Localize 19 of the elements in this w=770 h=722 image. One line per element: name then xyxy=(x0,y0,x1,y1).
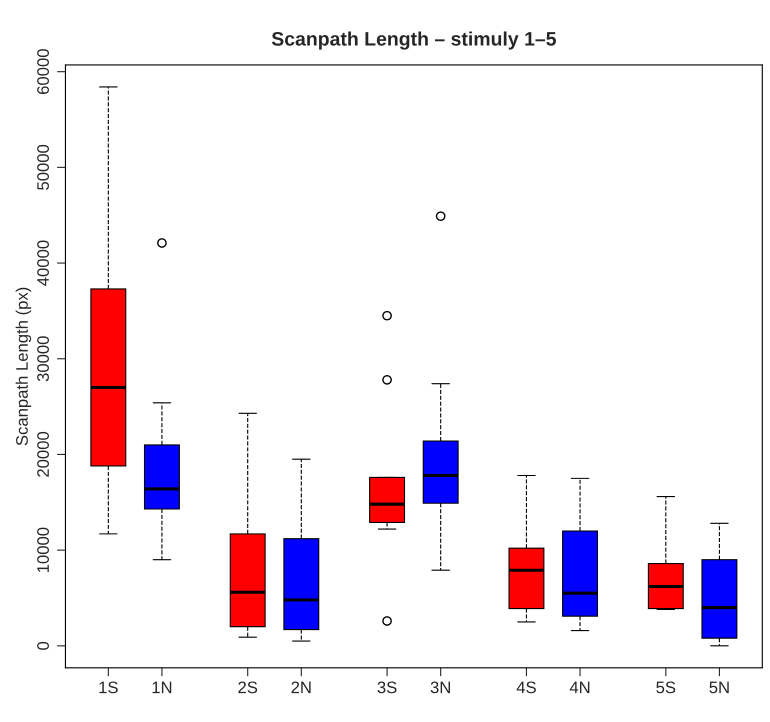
x-tick-label: 3N xyxy=(430,681,450,694)
x-tick-label: 3S xyxy=(378,681,396,694)
y-tick-label: 10000 xyxy=(37,528,49,572)
x-tick-label: 1N xyxy=(152,682,172,694)
x-tick-label: 4N xyxy=(570,682,590,694)
y-tick-label: 50000 xyxy=(37,144,49,190)
y-tick-label: 40000 xyxy=(37,240,49,286)
x-tick-label: 1S xyxy=(99,681,118,694)
y-tick-label: 30000 xyxy=(37,336,49,382)
x-tick-label: 5S xyxy=(656,681,676,694)
chart-title: Scanpath Length – stimuly 1–5 xyxy=(272,31,556,50)
x-tick-label: 4S xyxy=(516,681,536,694)
y-axis-title: Scanpath Length (px) xyxy=(16,288,32,446)
y-tick-label: 60000 xyxy=(37,49,49,94)
x-tick-label: 2N xyxy=(291,681,311,694)
x-tick-label: 2S xyxy=(238,681,258,694)
y-tick-label: 0 xyxy=(37,642,49,650)
y-tick-label: 20000 xyxy=(37,432,49,477)
x-tick-label: 5N xyxy=(709,682,729,694)
